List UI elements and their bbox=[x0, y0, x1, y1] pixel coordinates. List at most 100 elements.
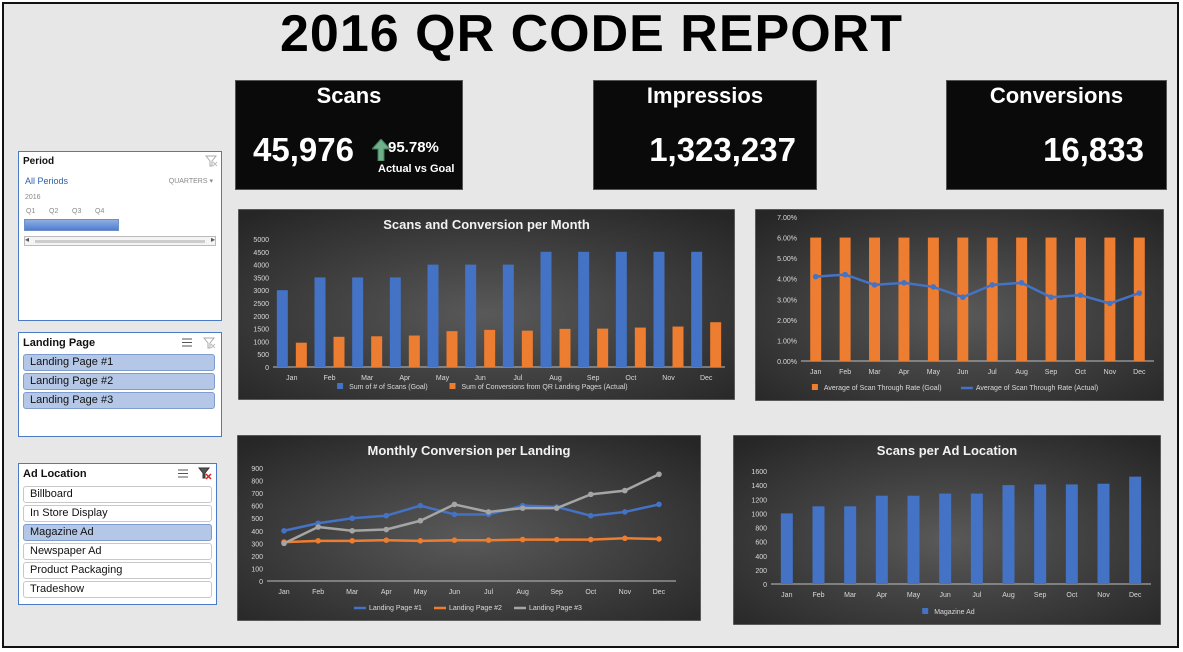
bar-1-may bbox=[907, 495, 920, 584]
bar-1-jul bbox=[970, 493, 983, 584]
y-tick-label: 0.00% bbox=[777, 359, 797, 366]
quarter-q3-label: Q3 bbox=[72, 208, 82, 215]
bar-1-sep bbox=[1034, 484, 1047, 584]
clear-filter-icon[interactable] bbox=[205, 155, 218, 167]
y-tick-label: 500 bbox=[257, 352, 269, 359]
point-2-dec bbox=[656, 536, 662, 542]
legend-label-1: Magazine Ad bbox=[934, 609, 975, 616]
series-line-2 bbox=[283, 537, 659, 544]
point-3-may bbox=[417, 517, 424, 524]
multi-select-icon[interactable] bbox=[177, 468, 189, 479]
scroll-thumb[interactable] bbox=[35, 240, 205, 243]
x-tick-label: Aug bbox=[1002, 592, 1015, 599]
ad-magazine-ad-button[interactable]: Magazine Ad bbox=[23, 524, 212, 541]
bar-1-mar bbox=[869, 237, 881, 361]
bar-1-jul bbox=[986, 237, 998, 361]
clear-filter-icon[interactable] bbox=[198, 467, 212, 480]
x-tick-label: Jul bbox=[988, 369, 997, 376]
point-1-sep bbox=[1048, 294, 1054, 301]
y-tick-label: 1200 bbox=[751, 497, 767, 504]
x-tick-label: Dec bbox=[700, 375, 713, 382]
y-tick-label: 1600 bbox=[751, 469, 767, 476]
point-1-nov bbox=[622, 509, 628, 515]
bar-2-sep bbox=[597, 328, 609, 367]
legend-swatch-1 bbox=[922, 608, 929, 614]
landing-slicer-title: Landing Page bbox=[23, 337, 96, 349]
point-2-apr bbox=[383, 537, 390, 543]
x-tick-label: Dec bbox=[1133, 369, 1146, 376]
x-tick-label: Jan bbox=[810, 369, 821, 376]
bar-1-mar bbox=[844, 506, 857, 584]
ad-location-slicer: Ad Location Billboard In Store Display M… bbox=[18, 463, 217, 605]
point-1-jul bbox=[989, 282, 996, 288]
timeline-scrollbar[interactable]: ◂ ▸ bbox=[24, 235, 216, 246]
multi-select-icon[interactable] bbox=[181, 337, 193, 348]
point-1-jan bbox=[812, 273, 819, 280]
bar-1-oct bbox=[1074, 237, 1086, 361]
x-tick-label: Jun bbox=[449, 589, 460, 596]
x-tick-label: Dec bbox=[1129, 592, 1142, 599]
bar-1-aug bbox=[1016, 237, 1028, 361]
point-3-jan bbox=[281, 540, 287, 547]
bar-1-jul bbox=[502, 264, 514, 367]
x-tick-label: Jun bbox=[957, 369, 968, 376]
x-tick-label: Apr bbox=[899, 369, 911, 376]
landing-page-2-button[interactable]: Landing Page #2 bbox=[23, 373, 215, 390]
y-tick-label: 0 bbox=[763, 582, 767, 589]
legend-label-2: Landing Page #2 bbox=[449, 605, 502, 612]
point-3-feb bbox=[315, 524, 321, 530]
point-1-may bbox=[417, 502, 424, 509]
point-1-nov bbox=[1107, 300, 1113, 307]
y-tick-label: 3000 bbox=[253, 288, 269, 295]
point-3-jul bbox=[485, 509, 492, 515]
point-3-apr bbox=[383, 526, 390, 533]
bar-2-aug bbox=[559, 328, 571, 367]
period-level-dropdown[interactable]: QUARTERS ▾ bbox=[169, 177, 213, 185]
quarter-q2-label: Q2 bbox=[49, 208, 59, 215]
kpi-impressions-value: 1,323,237 bbox=[649, 131, 796, 168]
point-1-jan bbox=[281, 527, 287, 534]
arrow-up-icon bbox=[372, 139, 390, 161]
series-line-1 bbox=[815, 273, 1140, 305]
x-tick-label: Sep bbox=[1034, 592, 1047, 599]
landing-page-3-button[interactable]: Landing Page #3 bbox=[23, 392, 215, 409]
x-tick-label: Feb bbox=[312, 589, 324, 596]
y-tick-label: 200 bbox=[755, 568, 767, 575]
bar-1-jan bbox=[780, 513, 793, 584]
ad-tradeshow-button[interactable]: Tradeshow bbox=[23, 581, 212, 598]
scroll-right-icon[interactable]: ▸ bbox=[210, 235, 215, 244]
x-tick-label: Oct bbox=[1075, 369, 1086, 376]
y-tick-label: 200 bbox=[251, 554, 263, 561]
x-tick-label: Jun bbox=[475, 375, 486, 382]
bar-2-dec bbox=[710, 322, 722, 367]
bar-1-nov bbox=[1097, 483, 1110, 584]
y-tick-label: 4.00% bbox=[777, 277, 797, 284]
x-tick-label: Jan bbox=[781, 592, 792, 599]
ad-product-packaging-button[interactable]: Product Packaging bbox=[23, 562, 212, 579]
kpi-scans-card: Scans 45,976 95.78% Actual vs Goal bbox=[235, 80, 463, 190]
landing-page-1-button[interactable]: Landing Page #1 bbox=[23, 354, 215, 371]
chevron-down-icon: ▾ bbox=[209, 178, 213, 185]
scroll-left-icon[interactable]: ◂ bbox=[25, 235, 30, 244]
bar-2-may bbox=[446, 331, 458, 367]
y-tick-label: 600 bbox=[251, 504, 263, 511]
bar-1-jun bbox=[939, 493, 952, 584]
all-periods-label[interactable]: All Periods bbox=[25, 176, 69, 186]
period-year-label: 2016 bbox=[25, 194, 41, 201]
ad-in-store-display-button[interactable]: In Store Display bbox=[23, 505, 212, 522]
point-2-jul bbox=[485, 537, 492, 543]
bar-2-oct bbox=[634, 327, 646, 367]
point-1-mar bbox=[349, 515, 356, 522]
bar-2-feb bbox=[333, 336, 345, 367]
point-3-nov bbox=[622, 487, 628, 494]
x-tick-label: Feb bbox=[839, 369, 851, 376]
y-tick-label: 0 bbox=[265, 365, 269, 372]
point-1-may bbox=[930, 284, 937, 290]
chart-background bbox=[237, 435, 701, 621]
ad-billboard-button[interactable]: Billboard bbox=[23, 486, 212, 503]
x-tick-label: Apr bbox=[876, 592, 888, 599]
clear-filter-icon[interactable] bbox=[203, 337, 216, 349]
x-tick-label: Oct bbox=[625, 375, 636, 382]
ad-newspaper-ad-button[interactable]: Newspaper Ad bbox=[23, 543, 212, 560]
timeline-bar[interactable] bbox=[24, 219, 119, 231]
